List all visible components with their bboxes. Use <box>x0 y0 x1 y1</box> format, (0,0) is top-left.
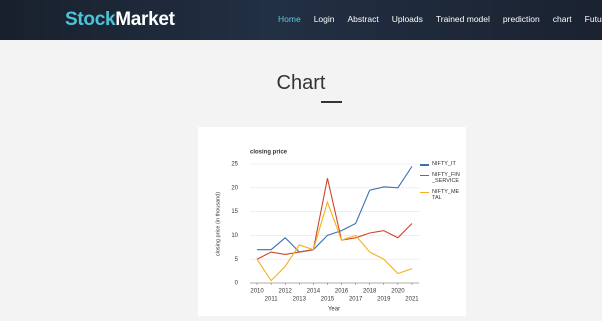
chart-title: closing price <box>250 150 288 156</box>
legend: NIFTY_IT NIFTY_FIN_SERVICE NIFTY_METAL <box>420 161 464 206</box>
legend-label: NIFTY_FIN_SERVICE <box>432 172 462 185</box>
page-heading: Chart <box>0 72 602 95</box>
y-tick-label: 25 <box>231 162 238 168</box>
y-tick-label: 0 <box>235 281 239 287</box>
x-tick-label: 2020 <box>391 289 405 295</box>
logo-part: Market <box>115 9 174 30</box>
x-tick-label: 2016 <box>335 289 349 295</box>
x-tick-label: 2017 <box>349 297 363 303</box>
series-line <box>257 178 412 259</box>
y-axis-label: closing price (in thousand) <box>215 192 221 256</box>
legend-swatch <box>420 192 429 194</box>
legend-item: NIFTY_IT <box>420 161 464 168</box>
legend-label: NIFTY_IT <box>432 161 462 168</box>
y-tick-label: 20 <box>231 185 238 191</box>
legend-item: NIFTY_METAL <box>420 189 464 202</box>
x-tick-label: 2021 <box>405 297 419 303</box>
x-tick-label: 2014 <box>307 289 321 295</box>
x-axis-label: Year <box>328 307 340 313</box>
page: StockMarket Home Login Abstract Uploads Trai… <box>0 0 602 316</box>
y-tick-label: 10 <box>231 233 238 239</box>
chart-panel: closing price Year closing price (in tho… <box>198 127 466 316</box>
x-tick-label: 2018 <box>363 289 377 295</box>
nav-link[interactable]: Abstract <box>348 14 379 24</box>
legend-swatch <box>420 175 429 177</box>
nav-link[interactable]: Uploads <box>392 14 423 24</box>
nav-menu: Home Login Abstract Uploads Trained model pre… <box>278 14 602 24</box>
chart: closing price Year closing price (in tho… <box>198 127 466 316</box>
nav-link[interactable]: Login <box>314 14 335 24</box>
legend-label: NIFTY_METAL <box>432 189 462 202</box>
heading-underline <box>321 101 342 103</box>
logo-part: Stock <box>65 9 115 30</box>
x-tick-label: 2012 <box>279 289 293 295</box>
y-tick-label: 5 <box>235 257 239 263</box>
nav-link[interactable]: Trained model <box>436 14 490 24</box>
nav-link[interactable]: Future <box>585 14 602 24</box>
nav-link[interactable]: prediction <box>503 14 540 24</box>
x-tick-label: 2010 <box>250 289 264 295</box>
nav-link[interactable]: chart <box>553 14 572 24</box>
legend-item: NIFTY_FIN_SERVICE <box>420 172 464 185</box>
y-tick-label: 15 <box>231 209 238 215</box>
x-tick-label: 2015 <box>321 297 335 303</box>
x-tick-label: 2019 <box>377 297 391 303</box>
x-tick-label: 2011 <box>265 297 279 303</box>
navbar: StockMarket Home Login Abstract Uploads Trai… <box>0 0 602 40</box>
legend-swatch <box>420 164 429 166</box>
x-tick-label: 2013 <box>293 297 307 303</box>
nav-link[interactable]: Home <box>278 14 301 24</box>
logo[interactable]: StockMarket <box>65 9 175 31</box>
